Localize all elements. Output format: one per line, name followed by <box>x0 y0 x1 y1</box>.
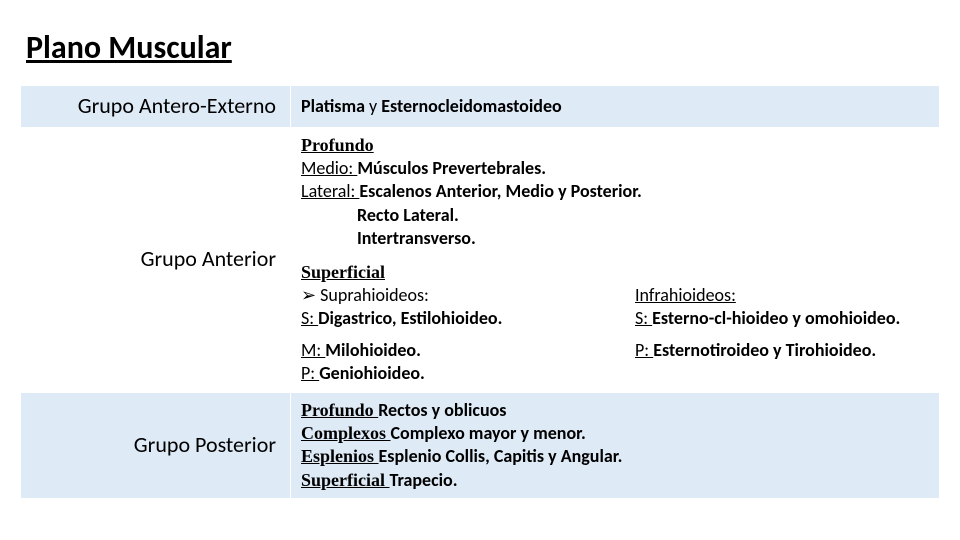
muscle-ecm: Esternocleidomastoideo <box>381 95 561 117</box>
table-row: Grupo Anterior Profundo Medio: Músculos … <box>21 127 940 392</box>
infra-p-val: Esternotiroideo y Tirohioideo. <box>653 339 876 361</box>
row-header-antero-externo: Grupo Antero-Externo <box>21 86 291 128</box>
post-complexos-val: Complexo mayor y menor. <box>391 422 586 444</box>
post-esplenios-val: Esplenio Collis, Capitis y Angular. <box>379 445 623 467</box>
infra-p-label: P: <box>635 339 653 361</box>
table-row: Grupo Posterior Profundo Rectos y oblicu… <box>21 392 940 499</box>
post-superficial-val: Trapecio. <box>390 469 458 491</box>
medio-label: Medio: <box>301 157 357 179</box>
supra-bullet: ➢ Suprahioideos: <box>301 284 595 307</box>
infra-label: Infrahioideos: <box>635 284 736 306</box>
infra-s-val: Esterno-cl-hioideo y omohioideo. <box>652 307 900 329</box>
lateral-val: Escalenos Anterior, Medio y Posterior. <box>359 180 641 202</box>
row-header-anterior: Grupo Anterior <box>21 127 291 392</box>
table-row: Grupo Antero-Externo Platisma y Esternoc… <box>21 86 940 128</box>
post-profundo-val: Rectos y oblicuos <box>378 399 506 421</box>
post-esplenios-hdr: Esplenios <box>301 446 379 466</box>
supra-m-label: M: <box>301 339 325 361</box>
row-content-posterior: Profundo Rectos y oblicuos Complexos Com… <box>291 392 940 499</box>
superficial-hdr: Superficial <box>301 262 385 282</box>
supra-p-label: P: <box>301 362 319 384</box>
supra-p-val: Geniohioideo. <box>319 362 425 384</box>
row-content-antero-externo: Platisma y Esternocleidomastoideo <box>291 86 940 128</box>
lateral-label: Lateral: <box>301 180 359 202</box>
supra-m-val: Milohioideo. <box>325 339 421 361</box>
page-title: Plano Muscular <box>20 28 940 67</box>
row-content-anterior: Profundo Medio: Músculos Prevertebrales.… <box>291 127 940 392</box>
muscle-platisma: Platisma <box>301 95 365 117</box>
infra-s-label: S: <box>635 307 652 329</box>
supra-s-val: Digastrico, Estilohioideo. <box>318 307 502 329</box>
lateral-line3: Intertransverso. <box>301 227 929 250</box>
supra-s-label: S: <box>301 307 318 329</box>
post-profundo-hdr: Profundo <box>301 400 378 420</box>
muscle-table: Grupo Antero-Externo Platisma y Esternoc… <box>20 85 940 499</box>
lateral-line2: Recto Lateral. <box>301 204 929 227</box>
post-complexos-hdr: Complexos <box>301 423 391 443</box>
medio-val: Músculos Prevertebrales. <box>357 157 546 179</box>
post-superficial-hdr: Superficial <box>301 470 390 490</box>
text-y: y <box>365 95 381 117</box>
row-header-posterior: Grupo Posterior <box>21 392 291 499</box>
profundo-hdr: Profundo <box>301 135 374 155</box>
